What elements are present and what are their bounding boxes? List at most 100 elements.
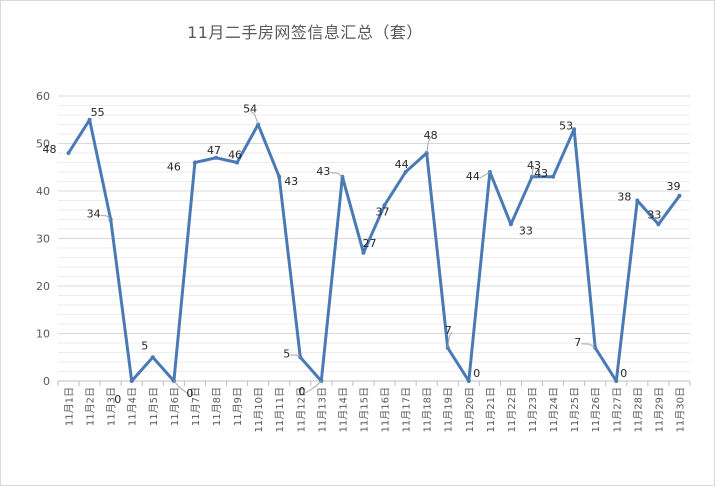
data-label: 46: [228, 149, 242, 162]
x-tick-label: 11月9日: [232, 387, 244, 426]
x-tick-label: 11月6日: [169, 387, 181, 426]
x-tick-label: 11月18日: [422, 387, 434, 432]
data-label-leader: [290, 354, 301, 358]
data-point: [277, 174, 282, 179]
x-tick-label: 11月26日: [590, 387, 602, 432]
x-tick-label: 11月28日: [632, 387, 644, 432]
data-point: [214, 155, 218, 160]
data-label: 0: [473, 367, 480, 380]
data-label-leader: [531, 166, 535, 177]
data-point: [129, 379, 134, 383]
y-tick-label: 0: [43, 375, 50, 388]
data-point: [508, 222, 513, 227]
data-label-leader: [426, 136, 432, 154]
data-label: 44: [395, 158, 409, 171]
x-tick-label: 11月16日: [380, 387, 392, 432]
data-label-leader: [479, 171, 491, 179]
data-label: 7: [574, 336, 581, 349]
x-tick-label: 11月15日: [358, 387, 370, 432]
data-point: [256, 122, 261, 127]
x-tick-label: 11月24日: [548, 387, 560, 432]
x-tick-label: 11月12日: [295, 387, 307, 432]
data-label-leader: [330, 172, 343, 178]
data-label: 44: [466, 170, 480, 183]
x-tick-label: 11月7日: [190, 387, 202, 426]
data-label: 39: [666, 180, 680, 193]
data-label: 34: [87, 208, 101, 221]
data-label-leader: [173, 380, 191, 396]
data-point: [192, 160, 197, 165]
data-label: 38: [617, 191, 631, 204]
data-point: [614, 379, 619, 383]
data-label: 27: [362, 237, 376, 250]
data-label: 54: [243, 103, 257, 116]
x-tick-label: 11月22日: [506, 387, 518, 432]
y-tick-label: 30: [36, 233, 50, 246]
x-tick-label: 11月29日: [653, 387, 665, 432]
x-tick-label: 11月21日: [485, 387, 497, 432]
x-tick-label: 11月14日: [337, 387, 349, 432]
data-label: 7: [445, 324, 452, 337]
data-label: 0: [186, 387, 193, 400]
data-label: 43: [527, 159, 541, 172]
data-point: [656, 222, 661, 227]
data-point: [466, 379, 471, 383]
data-point: [677, 193, 682, 198]
y-tick-label: 10: [36, 328, 50, 341]
data-label: 53: [559, 119, 573, 132]
data-label: 55: [91, 106, 105, 119]
data-label: 37: [376, 205, 390, 218]
x-tick-label: 11月1日: [64, 387, 76, 426]
x-tick-label: 11月25日: [569, 387, 581, 432]
data-label-leader: [305, 380, 322, 394]
series-line: [67, 118, 681, 383]
data-label: 5: [141, 339, 148, 352]
data-label: 46: [167, 161, 181, 174]
x-tick-label: 11月2日: [85, 387, 97, 426]
data-label: 48: [424, 129, 438, 142]
x-tick-label: 11月11日: [274, 387, 286, 432]
data-point: [361, 250, 366, 255]
data-label: 0: [298, 385, 305, 398]
data-point: [424, 151, 429, 155]
data-label: 0: [620, 367, 627, 380]
data-label-leader: [249, 110, 259, 125]
x-tick-label: 11月5日: [148, 387, 160, 426]
data-point: [66, 151, 71, 155]
y-tick-label: 40: [36, 185, 50, 198]
data-label: 33: [519, 224, 533, 237]
chart-title: 11月二手房网签信息汇总（套）: [187, 23, 423, 42]
data-label-leader: [581, 343, 596, 349]
data-point: [87, 117, 92, 122]
y-tick-label: 50: [36, 138, 50, 151]
data-label: 47: [207, 144, 221, 157]
x-tick-label: 11月30日: [674, 387, 686, 432]
data-label: 33: [647, 208, 661, 221]
data-point: [572, 127, 577, 132]
series-layer: [66, 117, 682, 383]
data-point: [150, 355, 155, 360]
x-tick-label: 11月17日: [401, 387, 413, 432]
data-point: [551, 174, 556, 179]
x-tick-label: 11月3日: [106, 387, 118, 426]
x-tick-label: 11月13日: [316, 387, 328, 432]
x-tick-label: 11月4日: [127, 387, 139, 426]
x-tick-label: 11月27日: [611, 387, 623, 432]
data-label-leader: [100, 215, 112, 220]
data-label: 43: [534, 167, 548, 180]
data-point: [635, 198, 640, 203]
y-tick-label: 20: [36, 280, 50, 293]
data-point: [235, 160, 240, 165]
data-label-leader: [447, 331, 453, 348]
y-tick-label: 60: [36, 90, 50, 103]
data-label: 0: [114, 393, 121, 406]
x-tick-label: 11月19日: [443, 387, 455, 432]
data-point: [403, 170, 408, 174]
data-label: 5: [283, 347, 290, 360]
data-point: [382, 203, 387, 208]
data-label: 43: [316, 165, 330, 178]
